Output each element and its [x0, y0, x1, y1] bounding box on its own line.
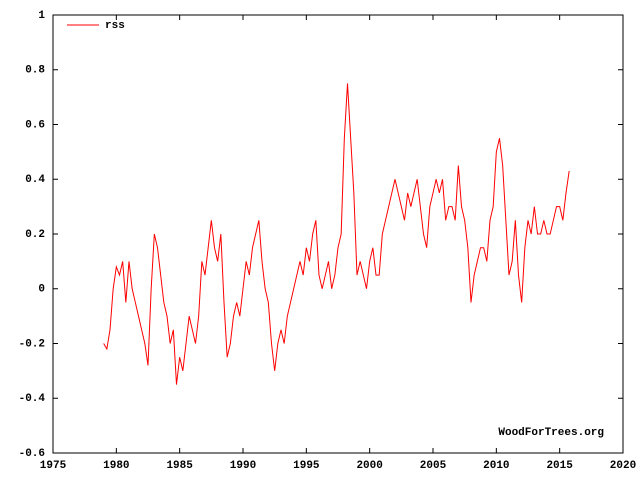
- y-tick-label: -0.6: [19, 448, 45, 460]
- x-tick-label: 1995: [293, 460, 320, 472]
- y-tick-label: -0.2: [19, 338, 45, 350]
- y-tick-label: 0.8: [25, 65, 45, 77]
- y-tick-label: 0.2: [25, 229, 45, 241]
- x-tick-label: 2015: [546, 460, 573, 472]
- x-tick-label: 2000: [356, 460, 382, 472]
- x-tick-label: 1980: [103, 460, 129, 472]
- data-line: [103, 83, 570, 385]
- y-tick-label: 1: [38, 10, 45, 22]
- y-tick-label: 0: [38, 284, 45, 296]
- watermark: WoodForTrees.org: [498, 427, 604, 439]
- x-tick-label: 2020: [610, 460, 636, 472]
- x-tick-label: 2005: [420, 460, 447, 472]
- y-tick-label: -0.4: [19, 393, 46, 405]
- x-tick-label: 2010: [483, 460, 509, 472]
- y-tick-label: 0.4: [25, 174, 45, 186]
- legend-label: rss: [105, 20, 125, 32]
- x-tick-label: 1990: [230, 460, 256, 472]
- x-tick-label: 1985: [166, 460, 193, 472]
- y-tick-label: 0.6: [25, 119, 45, 131]
- x-tick-label: 1975: [40, 460, 67, 472]
